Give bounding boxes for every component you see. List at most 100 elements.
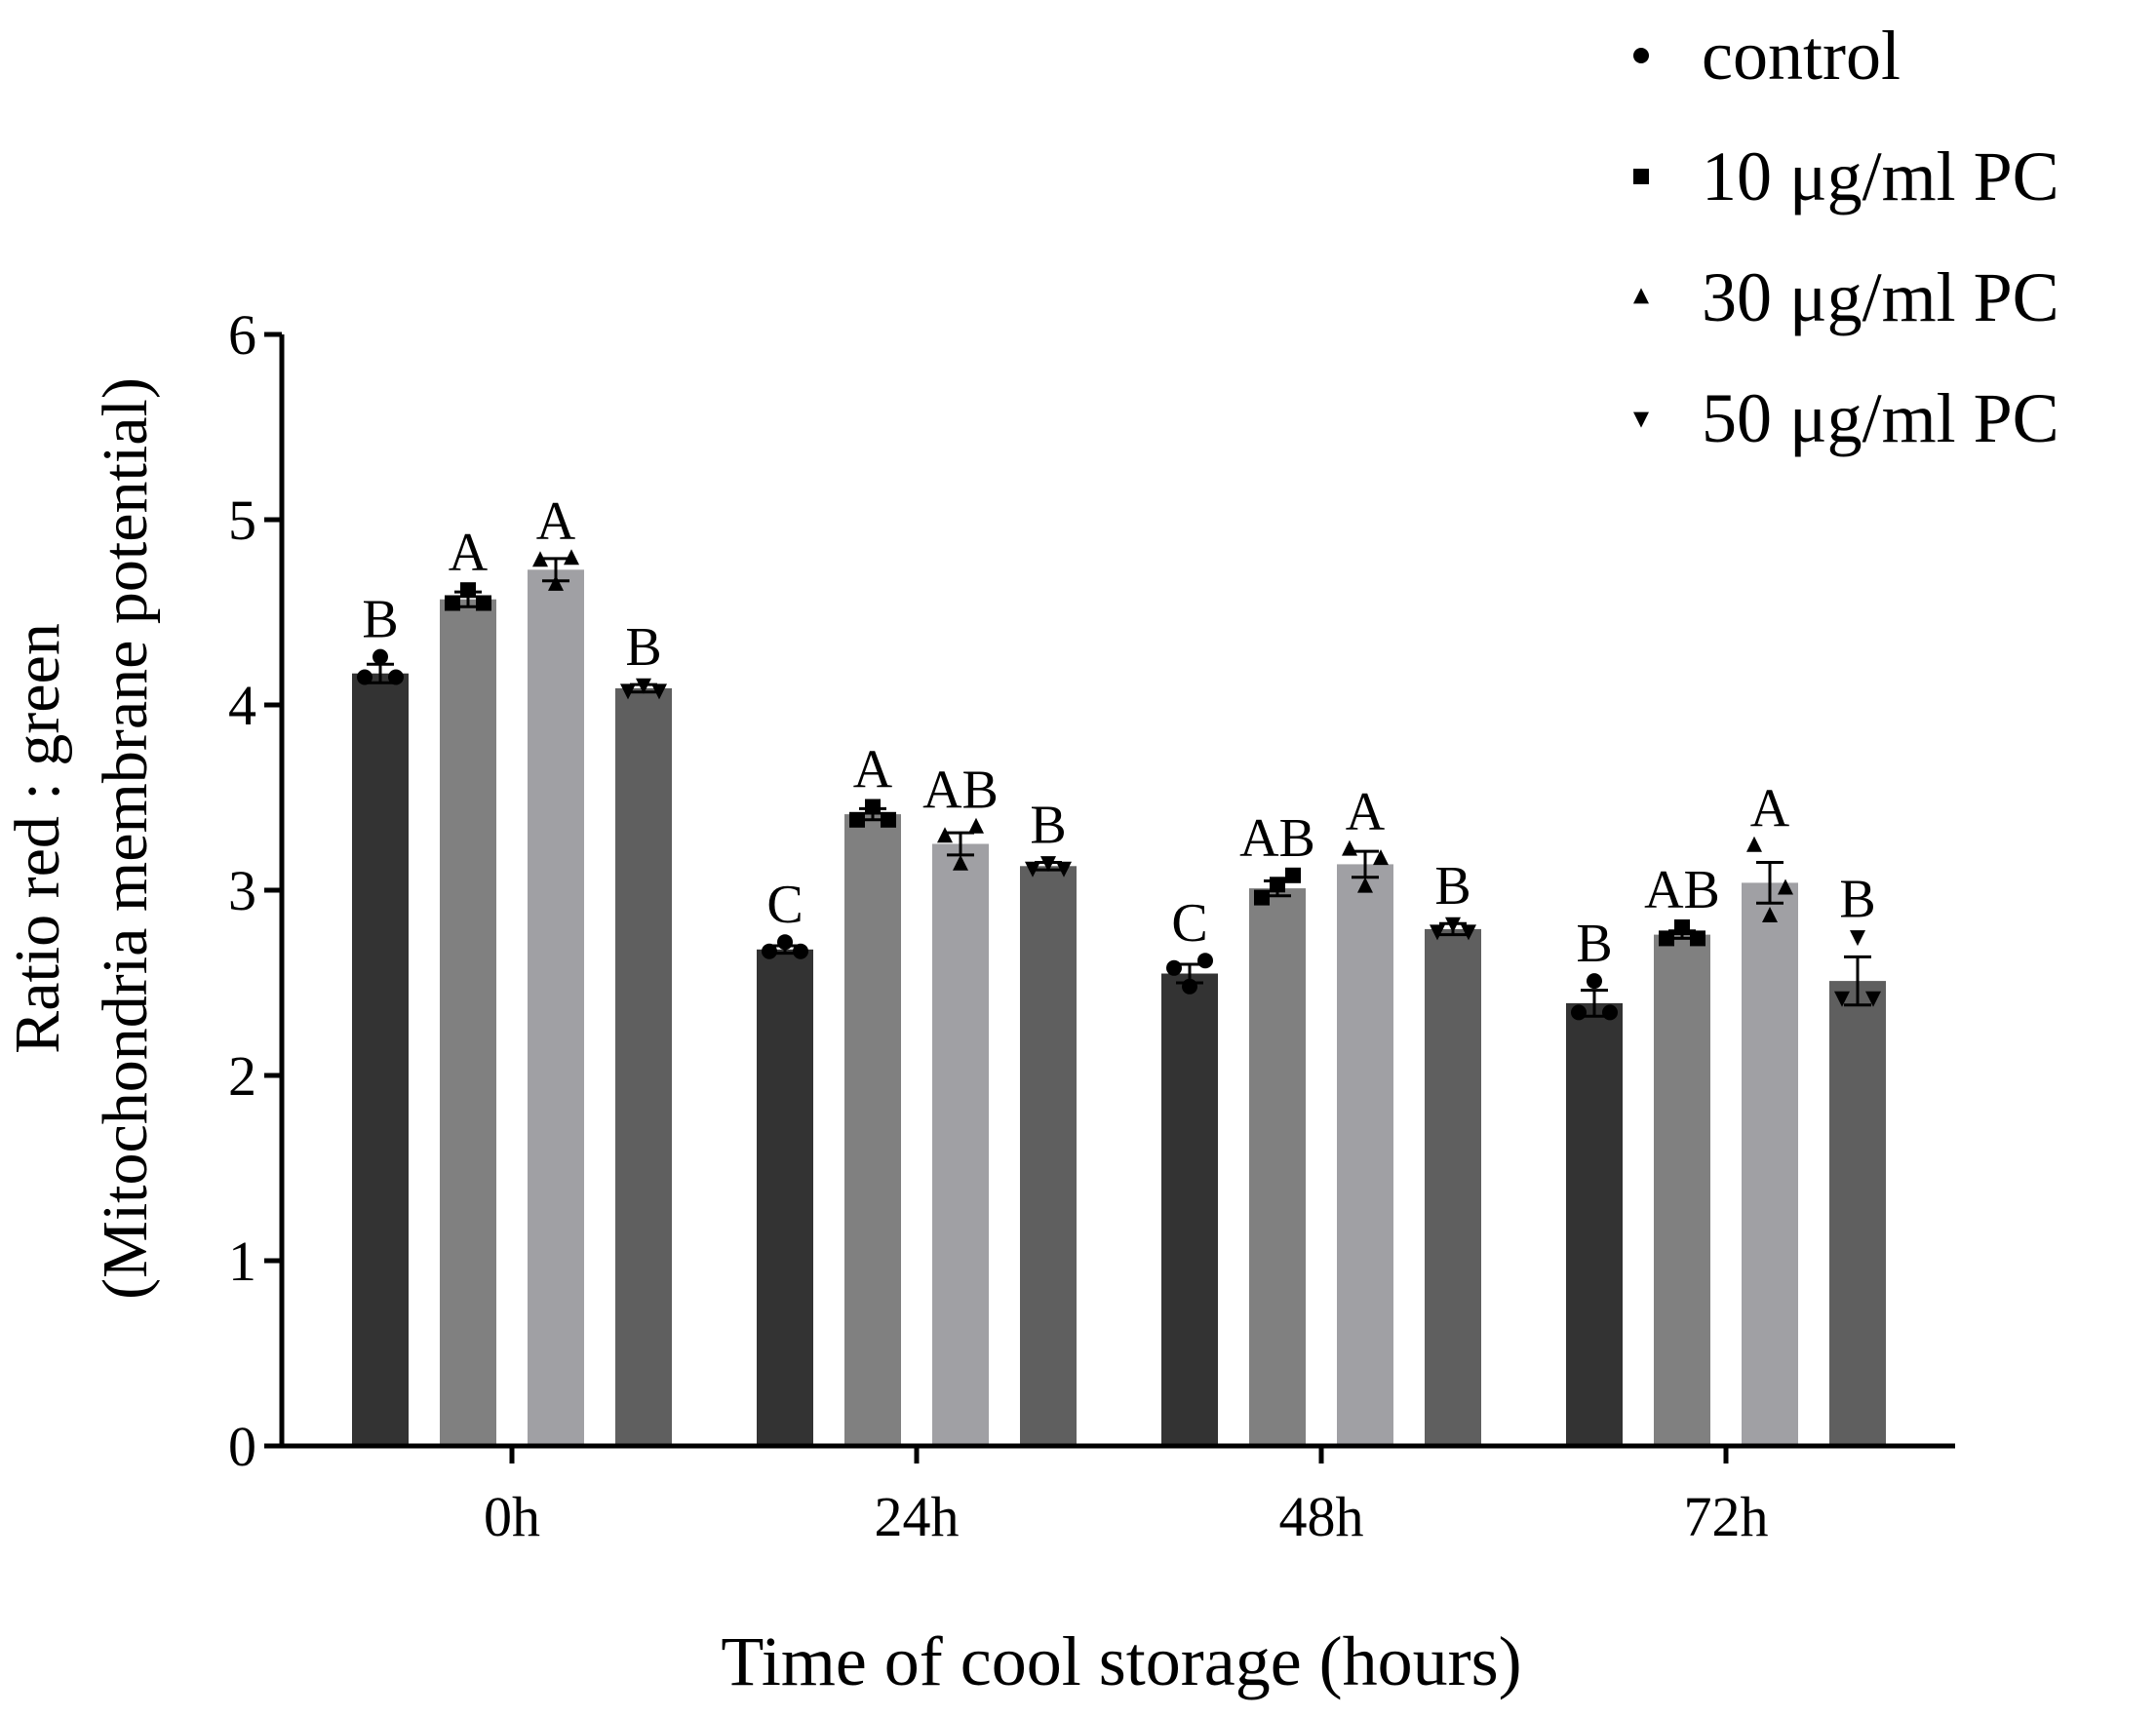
data-point-0-3-0 <box>620 683 636 700</box>
bar-0-1 <box>440 599 496 1446</box>
bar-1-0 <box>757 949 813 1446</box>
data-point-0-1-2 <box>476 595 491 611</box>
significance-letter-2-0: C <box>1171 893 1207 954</box>
data-point-2-3-2 <box>1461 924 1476 941</box>
data-point-3-1-0 <box>1659 930 1674 947</box>
x-tick-label-1: 24h <box>875 1485 960 1548</box>
data-point-3-2-0 <box>1746 836 1762 852</box>
data-point-3-1-2 <box>1690 930 1705 947</box>
bar-3-2 <box>1742 882 1798 1446</box>
data-point-0-3-1 <box>636 678 651 694</box>
legend-label-3: 50 μg/ml PC <box>1702 379 2059 457</box>
legend-label-1: 10 μg/ml PC <box>1702 137 2059 215</box>
y-tick-label-5: 5 <box>228 488 256 552</box>
error-bars-layer <box>367 557 1871 1018</box>
data-point-1-0-0 <box>762 943 777 959</box>
data-point-2-0-1 <box>1182 978 1197 995</box>
significance-letter-2-3: B <box>1434 856 1470 917</box>
significance-letter-1-2: AB <box>922 760 999 820</box>
y-tick-label-0: 0 <box>228 1415 256 1478</box>
data-point-2-0-2 <box>1197 953 1213 969</box>
x-axis-title: Time of cool storage (hours) <box>721 1622 1521 1700</box>
bar-0-0 <box>352 673 409 1446</box>
y-tick-label-4: 4 <box>228 674 256 737</box>
bar-1-3 <box>1020 866 1077 1446</box>
data-point-1-1-1 <box>865 799 881 815</box>
y-tick-label-3: 3 <box>228 859 256 922</box>
significance-letter-0-0: B <box>362 590 398 650</box>
data-point-3-0-0 <box>1571 1004 1587 1021</box>
bar-2-2 <box>1337 864 1393 1446</box>
bar-2-0 <box>1161 973 1218 1446</box>
data-point-3-0-2 <box>1602 1004 1618 1021</box>
bar-1-1 <box>844 814 901 1446</box>
significance-letter-3-0: B <box>1576 914 1612 974</box>
legend-marker-3 <box>1633 411 1649 428</box>
y-tick-label-2: 2 <box>228 1044 256 1108</box>
data-point-0-1-1 <box>460 582 476 599</box>
data-points-layer <box>357 549 1881 1021</box>
significance-letter-0-2: A <box>536 491 576 552</box>
data-point-2-1-1 <box>1270 877 1285 893</box>
data-point-1-3-1 <box>1040 856 1056 873</box>
significance-letter-2-2: A <box>1346 782 1386 842</box>
data-point-1-2-1 <box>953 854 968 871</box>
data-point-3-0-1 <box>1587 973 1602 990</box>
significance-letter-2-1: AB <box>1239 808 1315 869</box>
y-axis-title-line1: Ratio red : green <box>2 623 73 1054</box>
x-tick-label-2: 48h <box>1279 1485 1364 1548</box>
data-point-2-3-1 <box>1445 917 1461 933</box>
data-point-0-3-2 <box>651 683 667 700</box>
significance-letter-0-3: B <box>625 617 661 678</box>
significance-letter-3-2: A <box>1750 778 1790 839</box>
y-axis-title: Ratio red : green (Mitochondria membrane… <box>2 377 161 1300</box>
significance-letter-1-1: A <box>853 740 893 800</box>
x-tick-label-3: 72h <box>1684 1485 1769 1548</box>
data-point-3-1-1 <box>1674 919 1690 935</box>
significance-letter-1-3: B <box>1030 796 1066 856</box>
significance-letter-3-3: B <box>1839 870 1875 930</box>
legend-label-2: 30 μg/ml PC <box>1702 258 2059 336</box>
y-tick-label-6: 6 <box>228 303 256 367</box>
data-point-0-2-1 <box>548 574 564 591</box>
data-point-1-2-2 <box>968 817 984 834</box>
data-point-3-2-2 <box>1778 878 1793 895</box>
data-point-0-0-2 <box>388 669 404 685</box>
data-point-2-0-0 <box>1166 959 1182 976</box>
legend: control 10 μg/ml PC 30 μg/ml PC 50 μg/ml PC <box>1633 17 2059 457</box>
bar-3-3 <box>1829 981 1886 1446</box>
data-point-0-2-2 <box>564 549 579 566</box>
data-point-2-1-0 <box>1254 889 1270 906</box>
x-tick-label-0: 0h <box>484 1485 540 1548</box>
bars-layer <box>352 569 1886 1446</box>
data-point-1-1-0 <box>849 811 865 828</box>
data-point-2-2-0 <box>1342 839 1357 856</box>
data-point-2-2-2 <box>1373 849 1389 866</box>
bar-2-3 <box>1425 928 1481 1446</box>
data-point-2-3-0 <box>1430 924 1445 941</box>
data-point-2-1-2 <box>1285 867 1301 883</box>
data-point-1-0-1 <box>777 934 793 951</box>
axes-layer: 0 1 2 3 4 5 6 0h 24h 48h 72h <box>228 303 1955 1548</box>
legend-marker-2 <box>1633 288 1649 304</box>
legend-marker-0 <box>1633 48 1649 63</box>
bar-3-0 <box>1566 1002 1623 1446</box>
legend-label-0: control <box>1702 17 1901 95</box>
significance-letter-1-0: C <box>766 875 803 935</box>
data-point-0-0-1 <box>372 648 388 665</box>
data-point-1-2-0 <box>937 827 953 843</box>
bar-2-1 <box>1249 888 1306 1446</box>
data-point-1-1-2 <box>881 811 896 828</box>
significance-letter-3-1: AB <box>1644 860 1720 920</box>
data-point-3-3-1 <box>1850 930 1865 947</box>
data-point-1-3-0 <box>1025 861 1040 878</box>
bar-0-3 <box>615 687 672 1446</box>
y-tick-label-1: 1 <box>228 1229 256 1293</box>
bar-3-1 <box>1654 934 1710 1446</box>
data-point-0-2-0 <box>532 551 548 567</box>
data-point-1-0-2 <box>793 943 808 959</box>
legend-marker-1 <box>1633 169 1649 184</box>
data-point-2-2-1 <box>1357 877 1373 893</box>
